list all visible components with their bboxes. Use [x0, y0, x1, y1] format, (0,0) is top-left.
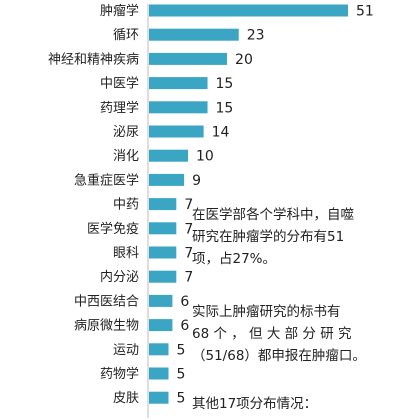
bar	[149, 4, 348, 17]
bar	[149, 246, 177, 259]
value-label: 10	[196, 149, 214, 165]
bar	[149, 77, 208, 90]
value-label: 14	[212, 125, 230, 141]
bar	[149, 125, 204, 138]
category-label: 神经和精神疾病	[48, 52, 139, 67]
bars-group	[149, 4, 348, 404]
category-label: 肿瘤学	[100, 3, 139, 19]
bar	[149, 222, 177, 235]
value-label: 7	[184, 197, 193, 213]
bar	[149, 391, 169, 404]
annotation-line: 实际上肿瘤研究的标书有	[192, 304, 341, 320]
annotation-line: （51/68）都申报在肿瘤口。	[192, 348, 366, 364]
annotation-tumor-proposals: 实际上肿瘤研究的标书有 68 个 ， 但 大 部 分 研 究 （51/68）都申…	[192, 301, 378, 367]
category-label: 泌尿	[113, 125, 139, 140]
category-label: 循环	[113, 28, 139, 43]
value-label: 5	[177, 367, 186, 383]
annotation-line: 项，占27%。	[192, 251, 277, 267]
category-label: 运动	[113, 343, 139, 358]
value-label: 7	[184, 270, 193, 286]
value-label: 23	[247, 28, 265, 44]
bar	[149, 198, 177, 211]
category-label: 内分泌	[100, 269, 139, 285]
value-label: 20	[235, 52, 253, 68]
bar	[149, 270, 177, 283]
value-label: 5	[177, 391, 186, 407]
bar	[149, 149, 189, 162]
category-labels-group: 肿瘤学循环神经和精神疾病中医学药理学泌尿消化急重症医学中药医学免疫眼科内分泌中西…	[48, 3, 139, 406]
category-label: 消化	[113, 149, 139, 164]
annotation-line: 研究在肿瘤学的分布有51	[192, 229, 345, 245]
value-label: 15	[216, 76, 234, 92]
category-label: 皮肤	[113, 391, 139, 406]
annotation-line: 在医学部各个学科中，自噬	[192, 207, 354, 223]
annotation-autophagy-distribution: 在医学部各个学科中，自噬 研究在肿瘤学的分布有51 项，占27%。	[192, 204, 378, 270]
value-label: 6	[180, 318, 189, 334]
value-label: 6	[180, 294, 189, 310]
value-label: 7	[184, 246, 193, 262]
category-label: 药理学	[100, 100, 139, 116]
bar	[149, 343, 169, 356]
value-label: 5	[177, 342, 186, 358]
annotation-other-distribution: 其他17项分布情况：	[192, 393, 378, 415]
category-label: 病原微生物	[74, 319, 139, 334]
bar	[149, 367, 169, 380]
value-label: 7	[184, 221, 193, 237]
annotation-line: 其他17项分布情况：	[192, 396, 318, 412]
annotation-line: 68 个 ， 但 大 部 分 研 究	[192, 326, 352, 342]
value-label: 9	[192, 173, 201, 189]
value-label: 51	[356, 4, 374, 20]
category-label: 眼科	[113, 246, 139, 261]
bar	[149, 294, 173, 307]
bar	[149, 101, 208, 114]
bar	[149, 173, 185, 186]
value-label: 15	[216, 100, 234, 116]
category-label: 药物学	[100, 366, 139, 382]
bar	[149, 319, 173, 332]
bar	[149, 28, 239, 41]
bar	[149, 52, 228, 65]
category-label: 中药	[113, 198, 139, 213]
category-label: 中医学	[100, 76, 139, 92]
category-label: 中西医结合	[74, 294, 139, 309]
category-label: 急重症医学	[74, 172, 139, 188]
category-label: 医学免疫	[87, 221, 139, 237]
